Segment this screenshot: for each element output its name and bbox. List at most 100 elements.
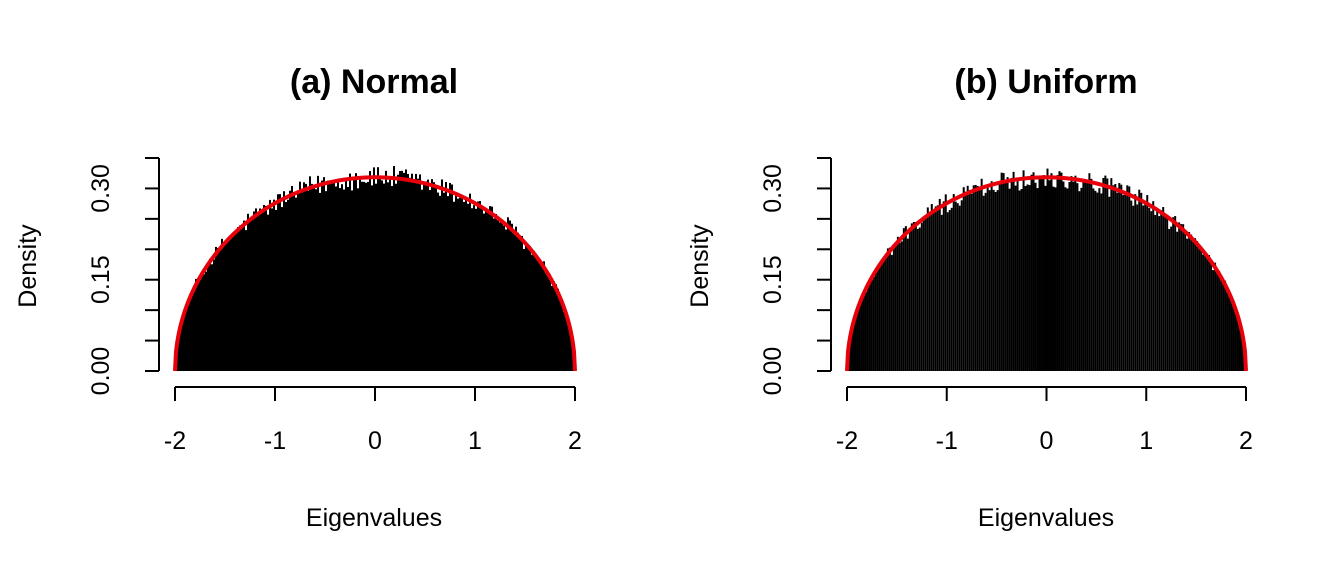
x-tick-label: 0 — [1040, 427, 1054, 455]
histogram-bar — [235, 231, 237, 371]
histogram-bar — [509, 220, 511, 371]
histogram-bar — [1138, 189, 1141, 371]
histogram-bar — [1154, 214, 1157, 371]
histogram-bar — [551, 285, 553, 371]
histogram-bar — [179, 327, 181, 371]
histogram-bar — [245, 230, 247, 371]
histogram-bar — [916, 228, 919, 371]
histogram-bar — [501, 222, 503, 371]
histogram-bar — [1194, 238, 1197, 371]
histogram-bar — [1176, 231, 1179, 371]
histogram-bar — [401, 170, 403, 371]
histogram-bar — [1190, 234, 1193, 371]
histogram-bar — [309, 176, 311, 371]
histogram-bar — [263, 205, 265, 371]
histogram-bar — [543, 261, 545, 371]
histogram-bar — [563, 311, 565, 371]
histogram-bar — [858, 299, 861, 371]
histogram-bar — [884, 255, 887, 371]
panel-b-title: (b) Uniform — [954, 63, 1137, 101]
histogram-bar — [894, 244, 897, 371]
histogram-bar — [435, 186, 437, 371]
x-tick-label: -1 — [936, 427, 958, 455]
histogram-bar — [992, 189, 995, 371]
histogram-bar — [1164, 214, 1167, 371]
histogram-bar — [1056, 175, 1059, 371]
histogram-bar — [1150, 211, 1153, 371]
histogram-bar — [1086, 182, 1089, 371]
histogram-bar — [1158, 216, 1161, 371]
histogram-bar — [375, 183, 377, 371]
histogram-bar — [1114, 183, 1117, 371]
histogram-bar — [367, 181, 369, 371]
histogram-bar — [1210, 261, 1213, 371]
histogram-bar — [503, 225, 505, 371]
x-tick-label: -2 — [836, 427, 858, 455]
histogram-bar — [904, 226, 907, 371]
panel-b-y-axis-label: Density — [686, 224, 714, 308]
histogram-bar — [569, 327, 571, 371]
histogram-bar — [327, 180, 329, 371]
histogram-bar — [455, 195, 457, 371]
histogram-bar — [249, 220, 251, 371]
histogram-bar — [197, 281, 199, 371]
histogram-bar — [1096, 192, 1099, 371]
histogram-bar — [333, 179, 335, 371]
histogram-bar — [515, 226, 517, 371]
histogram-bar — [361, 181, 363, 371]
y-tick-label: 0.00 — [759, 347, 787, 396]
histogram-bar — [441, 179, 443, 371]
histogram-bar — [305, 183, 307, 371]
histogram-bar — [345, 179, 347, 371]
histogram-bar — [459, 197, 461, 371]
histogram-bar — [199, 279, 201, 371]
histogram-bar — [381, 180, 383, 371]
histogram-bar — [371, 185, 373, 371]
histogram-bar — [265, 205, 267, 371]
histogram-bar — [293, 192, 295, 371]
histogram-bar — [547, 276, 549, 371]
histogram-bar — [465, 199, 467, 371]
histogram-bar — [385, 170, 387, 371]
histogram-bar — [447, 196, 449, 371]
histogram-bar — [1088, 173, 1091, 371]
histogram-bar — [1236, 312, 1239, 371]
histogram-bar — [281, 207, 283, 371]
histogram-bar — [295, 197, 297, 371]
histogram-bar — [529, 246, 531, 371]
histogram-bar — [1044, 185, 1047, 371]
histogram-bar — [335, 186, 337, 371]
histogram-bar — [1226, 291, 1229, 371]
histogram-bar — [407, 174, 409, 371]
histogram-bar — [471, 208, 473, 371]
histogram-bar — [1166, 215, 1169, 371]
histogram-bar — [533, 250, 535, 371]
x-tick-label: 1 — [468, 427, 482, 455]
histogram-bar — [998, 183, 1001, 371]
histogram-bar — [1120, 184, 1123, 371]
histogram-bar — [1162, 207, 1165, 371]
histogram-bar — [918, 227, 921, 371]
histogram-bar — [311, 183, 313, 371]
histogram-bar — [217, 248, 219, 371]
histogram-bar — [413, 179, 415, 371]
histogram-bar — [956, 203, 959, 371]
histogram-bar — [209, 258, 211, 371]
histogram-bar — [996, 190, 999, 371]
x-tick-label: 2 — [1239, 427, 1253, 455]
histogram-bar — [267, 214, 269, 371]
histogram-bar — [1078, 191, 1081, 371]
histogram-bar — [517, 232, 519, 371]
panel-b-semicircle-curve — [845, 175, 1248, 372]
histogram-bar — [942, 201, 945, 371]
histogram-bar — [1118, 183, 1121, 371]
histogram-bar — [417, 178, 419, 371]
histogram-bar — [243, 220, 245, 371]
histogram-bar — [988, 190, 991, 371]
histogram-bar — [251, 218, 253, 371]
histogram-bar — [1084, 179, 1087, 371]
histogram-bar — [453, 201, 455, 371]
histogram-bar — [1010, 177, 1013, 371]
histogram-bar — [1082, 181, 1085, 371]
